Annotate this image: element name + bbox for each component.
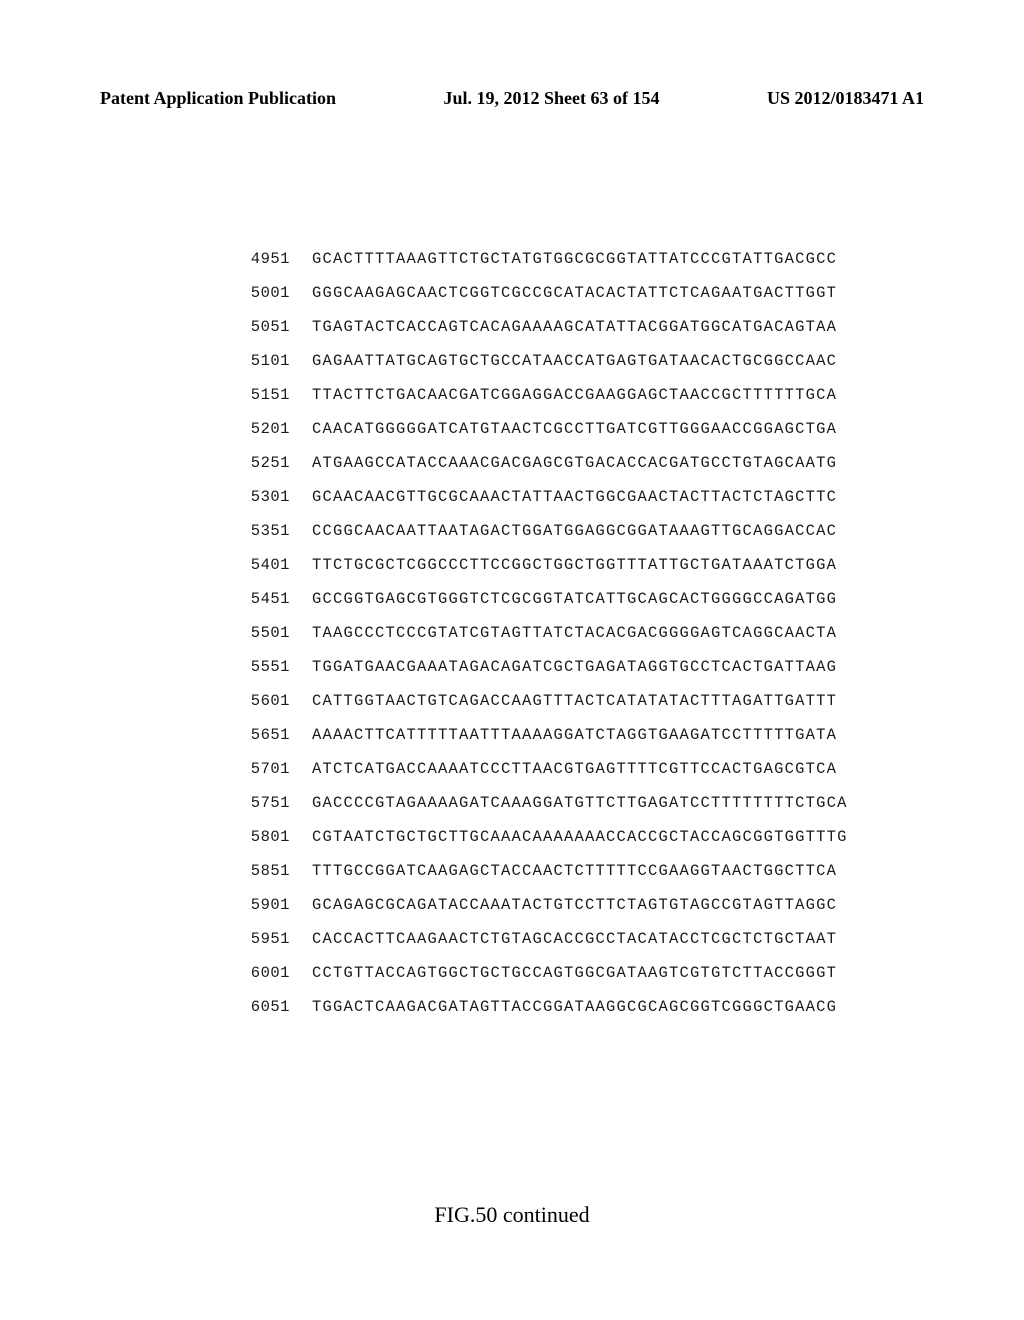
sequence-row: 5351CCGGCAACAATTAATAGACTGGATGGAGGCGGATAA… bbox=[240, 522, 848, 540]
sequence-position: 5951 bbox=[240, 930, 312, 948]
sequence-position: 5801 bbox=[240, 828, 312, 846]
sequence-text: AAAACTTCATTTTTAATTTAAAAGGATCTAGGTGAAGATC… bbox=[312, 726, 837, 744]
sequence-position: 5551 bbox=[240, 658, 312, 676]
sequence-row: 5801CGTAATCTGCTGCTTGCAAACAAAAAAACCACCGCT… bbox=[240, 828, 848, 846]
sequence-row: 5601CATTGGTAACTGTCAGACCAAGTTTACTCATATATA… bbox=[240, 692, 848, 710]
sequence-text: TTCTGCGCTCGGCCCTTCCGGCTGGCTGGTTTATTGCTGA… bbox=[312, 556, 837, 574]
page-header: Patent Application Publication Jul. 19, … bbox=[0, 88, 1024, 109]
sequence-listing: 4951GCACTTTTAAAGTTCTGCTATGTGGCGCGGTATTAT… bbox=[240, 250, 848, 1032]
sequence-row: 5501TAAGCCCTCCCGTATCGTAGTTATCTACACGACGGG… bbox=[240, 624, 848, 642]
sequence-text: TTTGCCGGATCAAGAGCTACCAACTCTTTTTCCGAAGGTA… bbox=[312, 862, 837, 880]
sequence-text: GAGAATTATGCAGTGCTGCCATAACCATGAGTGATAACAC… bbox=[312, 352, 837, 370]
sequence-text: TAAGCCCTCCCGTATCGTAGTTATCTACACGACGGGGAGT… bbox=[312, 624, 837, 642]
sequence-text: GCAACAACGTTGCGCAAACTATTAACTGGCGAACTACTTA… bbox=[312, 488, 837, 506]
sequence-position: 5351 bbox=[240, 522, 312, 540]
sequence-text: TGGACTCAAGACGATAGTTACCGGATAAGGCGCAGCGGTC… bbox=[312, 998, 837, 1016]
sequence-position: 5301 bbox=[240, 488, 312, 506]
sequence-row: 5251ATGAAGCCATACCAAACGACGAGCGTGACACCACGA… bbox=[240, 454, 848, 472]
sequence-text: GACCCCGTAGAAAAGATCAAAGGATGTTCTTGAGATCCTT… bbox=[312, 794, 848, 812]
sequence-position: 4951 bbox=[240, 250, 312, 268]
sequence-position: 5601 bbox=[240, 692, 312, 710]
sequence-row: 5051TGAGTACTCACCAGTCACAGAAAAGCATATTACGGA… bbox=[240, 318, 848, 336]
sequence-text: GCCGGTGAGCGTGGGTCTCGCGGTATCATTGCAGCACTGG… bbox=[312, 590, 837, 608]
sequence-row: 5401TTCTGCGCTCGGCCCTTCCGGCTGGCTGGTTTATTG… bbox=[240, 556, 848, 574]
sequence-row: 5951CACCACTTCAAGAACTCTGTAGCACCGCCTACATAC… bbox=[240, 930, 848, 948]
sequence-text: CACCACTTCAAGAACTCTGTAGCACCGCCTACATACCTCG… bbox=[312, 930, 837, 948]
sequence-position: 5101 bbox=[240, 352, 312, 370]
sequence-text: GGGCAAGAGCAACTCGGTCGCCGCATACACTATTCTCAGA… bbox=[312, 284, 837, 302]
sequence-row: 5551TGGATGAACGAAATAGACAGATCGCTGAGATAGGTG… bbox=[240, 658, 848, 676]
sequence-position: 5051 bbox=[240, 318, 312, 336]
sequence-text: TTACTTCTGACAACGATCGGAGGACCGAAGGAGCTAACCG… bbox=[312, 386, 837, 404]
sequence-text: CCTGTTACCAGTGGCTGCTGCCAGTGGCGATAAGTCGTGT… bbox=[312, 964, 837, 982]
sequence-row: 5001GGGCAAGAGCAACTCGGTCGCCGCATACACTATTCT… bbox=[240, 284, 848, 302]
sequence-position: 5651 bbox=[240, 726, 312, 744]
sequence-row: 5851TTTGCCGGATCAAGAGCTACCAACTCTTTTTCCGAA… bbox=[240, 862, 848, 880]
sequence-row: 4951GCACTTTTAAAGTTCTGCTATGTGGCGCGGTATTAT… bbox=[240, 250, 848, 268]
header-right: US 2012/0183471 A1 bbox=[767, 88, 924, 109]
header-center: Jul. 19, 2012 Sheet 63 of 154 bbox=[444, 88, 660, 109]
sequence-row: 5751GACCCCGTAGAAAAGATCAAAGGATGTTCTTGAGAT… bbox=[240, 794, 848, 812]
sequence-row: 5201CAACATGGGGGATCATGTAACTCGCCTTGATCGTTG… bbox=[240, 420, 848, 438]
sequence-position: 6001 bbox=[240, 964, 312, 982]
sequence-text: TGAGTACTCACCAGTCACAGAAAAGCATATTACGGATGGC… bbox=[312, 318, 837, 336]
sequence-text: ATGAAGCCATACCAAACGACGAGCGTGACACCACGATGCC… bbox=[312, 454, 837, 472]
sequence-position: 5901 bbox=[240, 896, 312, 914]
sequence-row: 5701ATCTCATGACCAAAATCCCTTAACGTGAGTTTTCGT… bbox=[240, 760, 848, 778]
sequence-text: ATCTCATGACCAAAATCCCTTAACGTGAGTTTTCGTTCCA… bbox=[312, 760, 837, 778]
sequence-row: 5901GCAGAGCGCAGATACCAAATACTGTCCTTCTAGTGT… bbox=[240, 896, 848, 914]
sequence-position: 5401 bbox=[240, 556, 312, 574]
sequence-position: 5451 bbox=[240, 590, 312, 608]
sequence-text: CAACATGGGGGATCATGTAACTCGCCTTGATCGTTGGGAA… bbox=[312, 420, 837, 438]
sequence-text: TGGATGAACGAAATAGACAGATCGCTGAGATAGGTGCCTC… bbox=[312, 658, 837, 676]
sequence-position: 6051 bbox=[240, 998, 312, 1016]
sequence-position: 5501 bbox=[240, 624, 312, 642]
sequence-row: 5451GCCGGTGAGCGTGGGTCTCGCGGTATCATTGCAGCA… bbox=[240, 590, 848, 608]
sequence-text: GCAGAGCGCAGATACCAAATACTGTCCTTCTAGTGTAGCC… bbox=[312, 896, 837, 914]
sequence-position: 5251 bbox=[240, 454, 312, 472]
sequence-row: 6001CCTGTTACCAGTGGCTGCTGCCAGTGGCGATAAGTC… bbox=[240, 964, 848, 982]
sequence-position: 5751 bbox=[240, 794, 312, 812]
sequence-row: 5651AAAACTTCATTTTTAATTTAAAAGGATCTAGGTGAA… bbox=[240, 726, 848, 744]
sequence-position: 5001 bbox=[240, 284, 312, 302]
sequence-position: 5201 bbox=[240, 420, 312, 438]
sequence-text: CGTAATCTGCTGCTTGCAAACAAAAAAACCACCGCTACCA… bbox=[312, 828, 848, 846]
sequence-text: GCACTTTTAAAGTTCTGCTATGTGGCGCGGTATTATCCCG… bbox=[312, 250, 837, 268]
sequence-row: 5101GAGAATTATGCAGTGCTGCCATAACCATGAGTGATA… bbox=[240, 352, 848, 370]
sequence-text: CATTGGTAACTGTCAGACCAAGTTTACTCATATATACTTT… bbox=[312, 692, 837, 710]
sequence-position: 5851 bbox=[240, 862, 312, 880]
sequence-position: 5151 bbox=[240, 386, 312, 404]
sequence-row: 5151TTACTTCTGACAACGATCGGAGGACCGAAGGAGCTA… bbox=[240, 386, 848, 404]
sequence-row: 6051TGGACTCAAGACGATAGTTACCGGATAAGGCGCAGC… bbox=[240, 998, 848, 1016]
figure-caption: FIG.50 continued bbox=[0, 1202, 1024, 1228]
header-left: Patent Application Publication bbox=[100, 88, 336, 109]
sequence-row: 5301GCAACAACGTTGCGCAAACTATTAACTGGCGAACTA… bbox=[240, 488, 848, 506]
sequence-position: 5701 bbox=[240, 760, 312, 778]
sequence-text: CCGGCAACAATTAATAGACTGGATGGAGGCGGATAAAGTT… bbox=[312, 522, 837, 540]
